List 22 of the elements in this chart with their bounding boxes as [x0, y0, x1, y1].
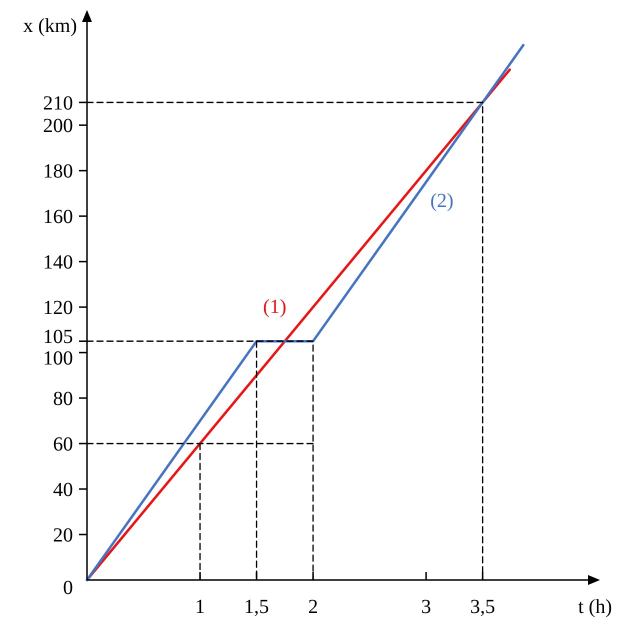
y-tick-label: 20 [53, 524, 73, 547]
x-tick-label: 3,5 [470, 596, 496, 618]
y-tick-label: 180 [43, 160, 73, 183]
y-tick-label: 60 [53, 434, 73, 456]
x-tick-label: 1 [195, 596, 206, 618]
x-tick-label: 1,5 [244, 596, 270, 618]
y-tick-label: 210 [43, 92, 73, 114]
y-tick-label: 100 [43, 348, 73, 370]
y-tick-label: 0 [63, 577, 73, 599]
series-label: (1) [263, 296, 286, 318]
y-tick-label: 160 [43, 206, 73, 228]
y-tick-label: 105 [43, 326, 73, 348]
y-axis-title: x (km) [23, 15, 77, 37]
x-tick-label: 2 [308, 596, 318, 618]
series-label: (2) [430, 190, 454, 212]
x-tick-label: 3 [421, 596, 432, 618]
x-axis-title: t (h) [578, 596, 612, 618]
y-tick-label: 200 [43, 115, 73, 138]
y-tick-label: 40 [53, 479, 73, 502]
y-tick-label: 140 [43, 252, 73, 274]
y-tick-label: 120 [43, 297, 73, 320]
y-tick-label: 80 [53, 388, 73, 410]
